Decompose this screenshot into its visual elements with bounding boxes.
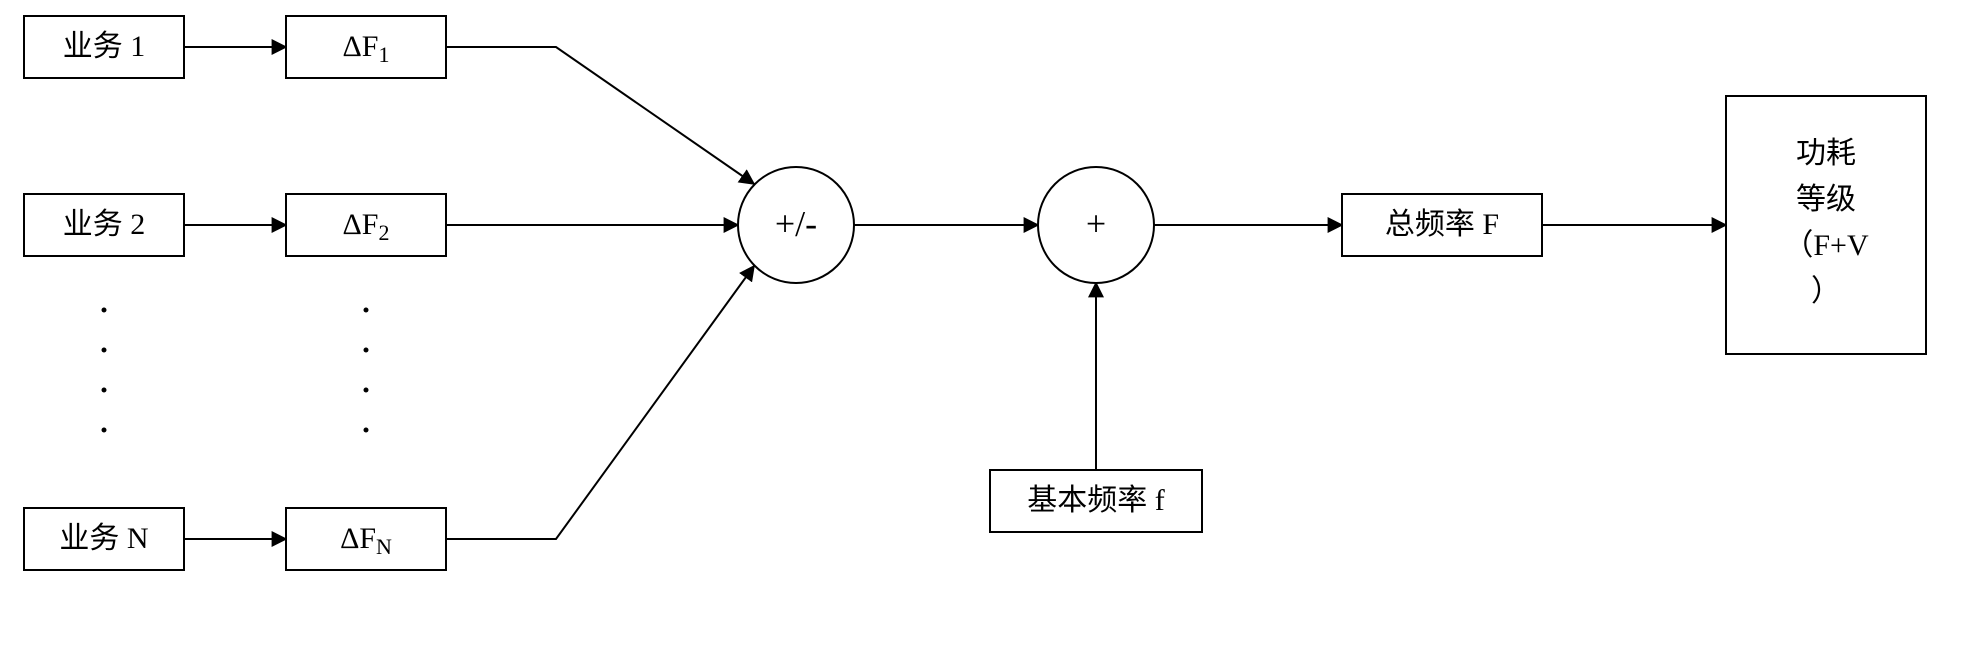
edge-dFN-sum (446, 266, 754, 539)
node-level: 功耗等级 （F+V ） (1726, 96, 1926, 354)
node-label: 总频率 F (1385, 208, 1499, 241)
edges (184, 47, 1726, 539)
vdots-1 (364, 308, 369, 433)
node-dFN: ΔFN (286, 508, 446, 570)
node-label: 业务 2 (63, 208, 146, 241)
node-label: 业务 N (59, 522, 148, 555)
node-add: + (1038, 167, 1154, 283)
node-dF2: ΔF2 (286, 194, 446, 256)
node-label: 功耗 (1796, 137, 1856, 170)
edge-dF1-sum (446, 47, 754, 184)
flow-diagram: 业务 1 业务 2 业务 N ΔF1 ΔF2 ΔFN +/- + 基本频率 f 总频率 F 功耗等级… (0, 0, 1979, 651)
node-label: ） (1811, 275, 1841, 308)
node-label: + (1086, 203, 1106, 243)
node-label: 基本频率 f (1027, 484, 1165, 517)
node-totalF: 总频率 F (1342, 194, 1542, 256)
node-dF1: ΔF1 (286, 16, 446, 78)
node-svcN: 业务 N (24, 508, 184, 570)
nodes: 业务 1 业务 2 业务 N ΔF1 ΔF2 ΔFN +/- + 基本频率 f 总频率 F 功耗等级… (24, 16, 1926, 570)
node-label: （F+V (1783, 229, 1869, 262)
node-label: +/- (775, 203, 817, 243)
node-svc1: 业务 1 (24, 16, 184, 78)
vdots-0 (102, 308, 107, 433)
node-base: 基本频率 f (990, 470, 1202, 532)
ellipsis-dots (102, 308, 369, 433)
node-label: 等级 (1796, 183, 1856, 216)
node-label: 业务 1 (63, 30, 146, 63)
node-sum: +/- (738, 167, 854, 283)
node-svc2: 业务 2 (24, 194, 184, 256)
